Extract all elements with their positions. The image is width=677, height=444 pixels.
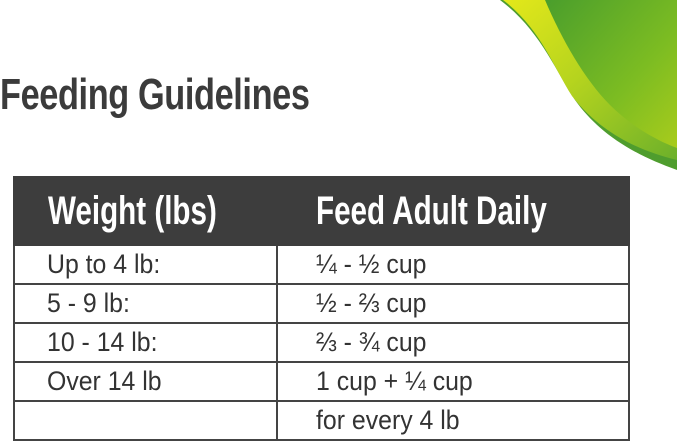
amount-cell: for every 4 lb bbox=[276, 400, 631, 441]
table-row: for every 4 lb bbox=[12, 400, 631, 441]
weight-cell: 5 - 9 lb: bbox=[12, 283, 279, 324]
feeding-table: Weight (lbs) Feed Adult Daily Up to 4 lb… bbox=[12, 176, 631, 441]
weight-cell: Over 14 lb bbox=[12, 361, 279, 402]
table-row: 5 - 9 lb: ½ - ⅔ cup bbox=[12, 283, 631, 324]
page-title: Feeding Guidelines bbox=[0, 70, 310, 119]
table-row: Up to 4 lb: ¼ - ½ cup bbox=[12, 244, 631, 285]
table-header-row: Weight (lbs) Feed Adult Daily bbox=[12, 176, 631, 246]
amount-cell: ½ - ⅔ cup bbox=[276, 283, 631, 324]
amount-cell: ⅔ - ¾ cup bbox=[276, 322, 631, 363]
table-row: 10 - 14 lb: ⅔ - ¾ cup bbox=[12, 322, 631, 363]
amount-cell: 1 cup + ¼ cup bbox=[276, 361, 631, 402]
weight-cell: 10 - 14 lb: bbox=[12, 322, 279, 363]
table-row: Over 14 lb 1 cup + ¼ cup bbox=[12, 361, 631, 402]
weight-cell: Up to 4 lb: bbox=[12, 244, 279, 285]
header-feed: Feed Adult Daily bbox=[276, 176, 631, 246]
header-weight: Weight (lbs) bbox=[12, 176, 279, 246]
amount-cell: ¼ - ½ cup bbox=[276, 244, 631, 285]
weight-cell bbox=[12, 400, 279, 441]
